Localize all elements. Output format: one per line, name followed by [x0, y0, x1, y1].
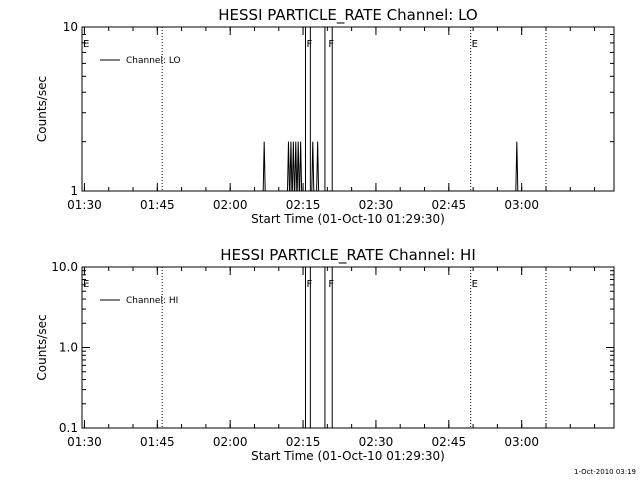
chart-title: HESSI PARTICLE_RATE Channel: HI [220, 246, 476, 265]
event-marker-label: F [328, 279, 334, 290]
event-marker-label: E [83, 279, 89, 290]
y-tick-label: 0.1 [59, 421, 78, 435]
y-axis-label: Counts/sec [35, 76, 49, 142]
x-tick-label: 02:30 [359, 198, 394, 212]
y-tick-label: 1 [70, 184, 78, 198]
footer-timestamp: 1-Oct-2010 03:19 [574, 468, 636, 476]
data-saturated-block [304, 266, 311, 428]
data-spike [316, 141, 320, 192]
data-saturated-block [304, 26, 311, 191]
data-spike [262, 141, 266, 192]
data-spike [311, 141, 315, 192]
x-axis-label: Start Time (01-Oct-10 01:29:30) [251, 449, 445, 463]
x-tick-label: 02:00 [213, 198, 248, 212]
x-tick-label: 02:45 [432, 435, 467, 449]
data-spike [291, 141, 295, 192]
x-axis-label: Start Time (01-Oct-10 01:29:30) [251, 212, 445, 226]
y-axis-label: Counts/sec [35, 314, 49, 380]
data-saturated-block [324, 26, 333, 191]
data-spike [286, 141, 290, 192]
legend-label: Channel: LO [126, 56, 181, 66]
x-tick-label: 03:00 [504, 435, 539, 449]
x-tick-label: 02:30 [359, 435, 394, 449]
legend-label: Channel: HI [126, 296, 178, 306]
event-marker-label: E [472, 279, 478, 290]
x-tick-label: 02:15 [286, 435, 321, 449]
data-spike [289, 141, 293, 192]
data-spike [296, 141, 300, 192]
plot-frame [81, 26, 615, 192]
event-marker-label: F [306, 279, 312, 290]
x-tick-label: 03:00 [504, 198, 539, 212]
x-tick-label: 01:30 [67, 435, 102, 449]
event-marker-label: F [328, 39, 334, 50]
event-marker-label: F [306, 39, 312, 50]
data-spike [294, 141, 298, 192]
data-spike [515, 141, 519, 192]
data-spike [299, 141, 303, 192]
x-tick-label: 02:45 [432, 198, 467, 212]
chart-panel-1: HESSI PARTICLE_RATE Channel: HI 01:30 01:4… [35, 246, 615, 463]
y-tick-label: 10.0 [51, 260, 78, 274]
x-tick-label: 02:00 [213, 435, 248, 449]
event-marker-label: E [83, 39, 89, 50]
x-tick-label: 01:30 [67, 198, 102, 212]
data-saturated-block [324, 266, 333, 428]
chart-panel-0: HESSI PARTICLE_RATE Channel: LO 01:30 01:4… [35, 6, 615, 226]
event-marker-label: E [472, 39, 478, 50]
y-tick-label: 10 [63, 20, 78, 34]
x-tick-label: 02:15 [286, 198, 321, 212]
y-tick-label: 1.0 [59, 341, 78, 355]
x-tick-label: 01:45 [140, 435, 175, 449]
x-tick-label: 01:45 [140, 198, 175, 212]
chart-title: HESSI PARTICLE_RATE Channel: LO [218, 6, 477, 25]
